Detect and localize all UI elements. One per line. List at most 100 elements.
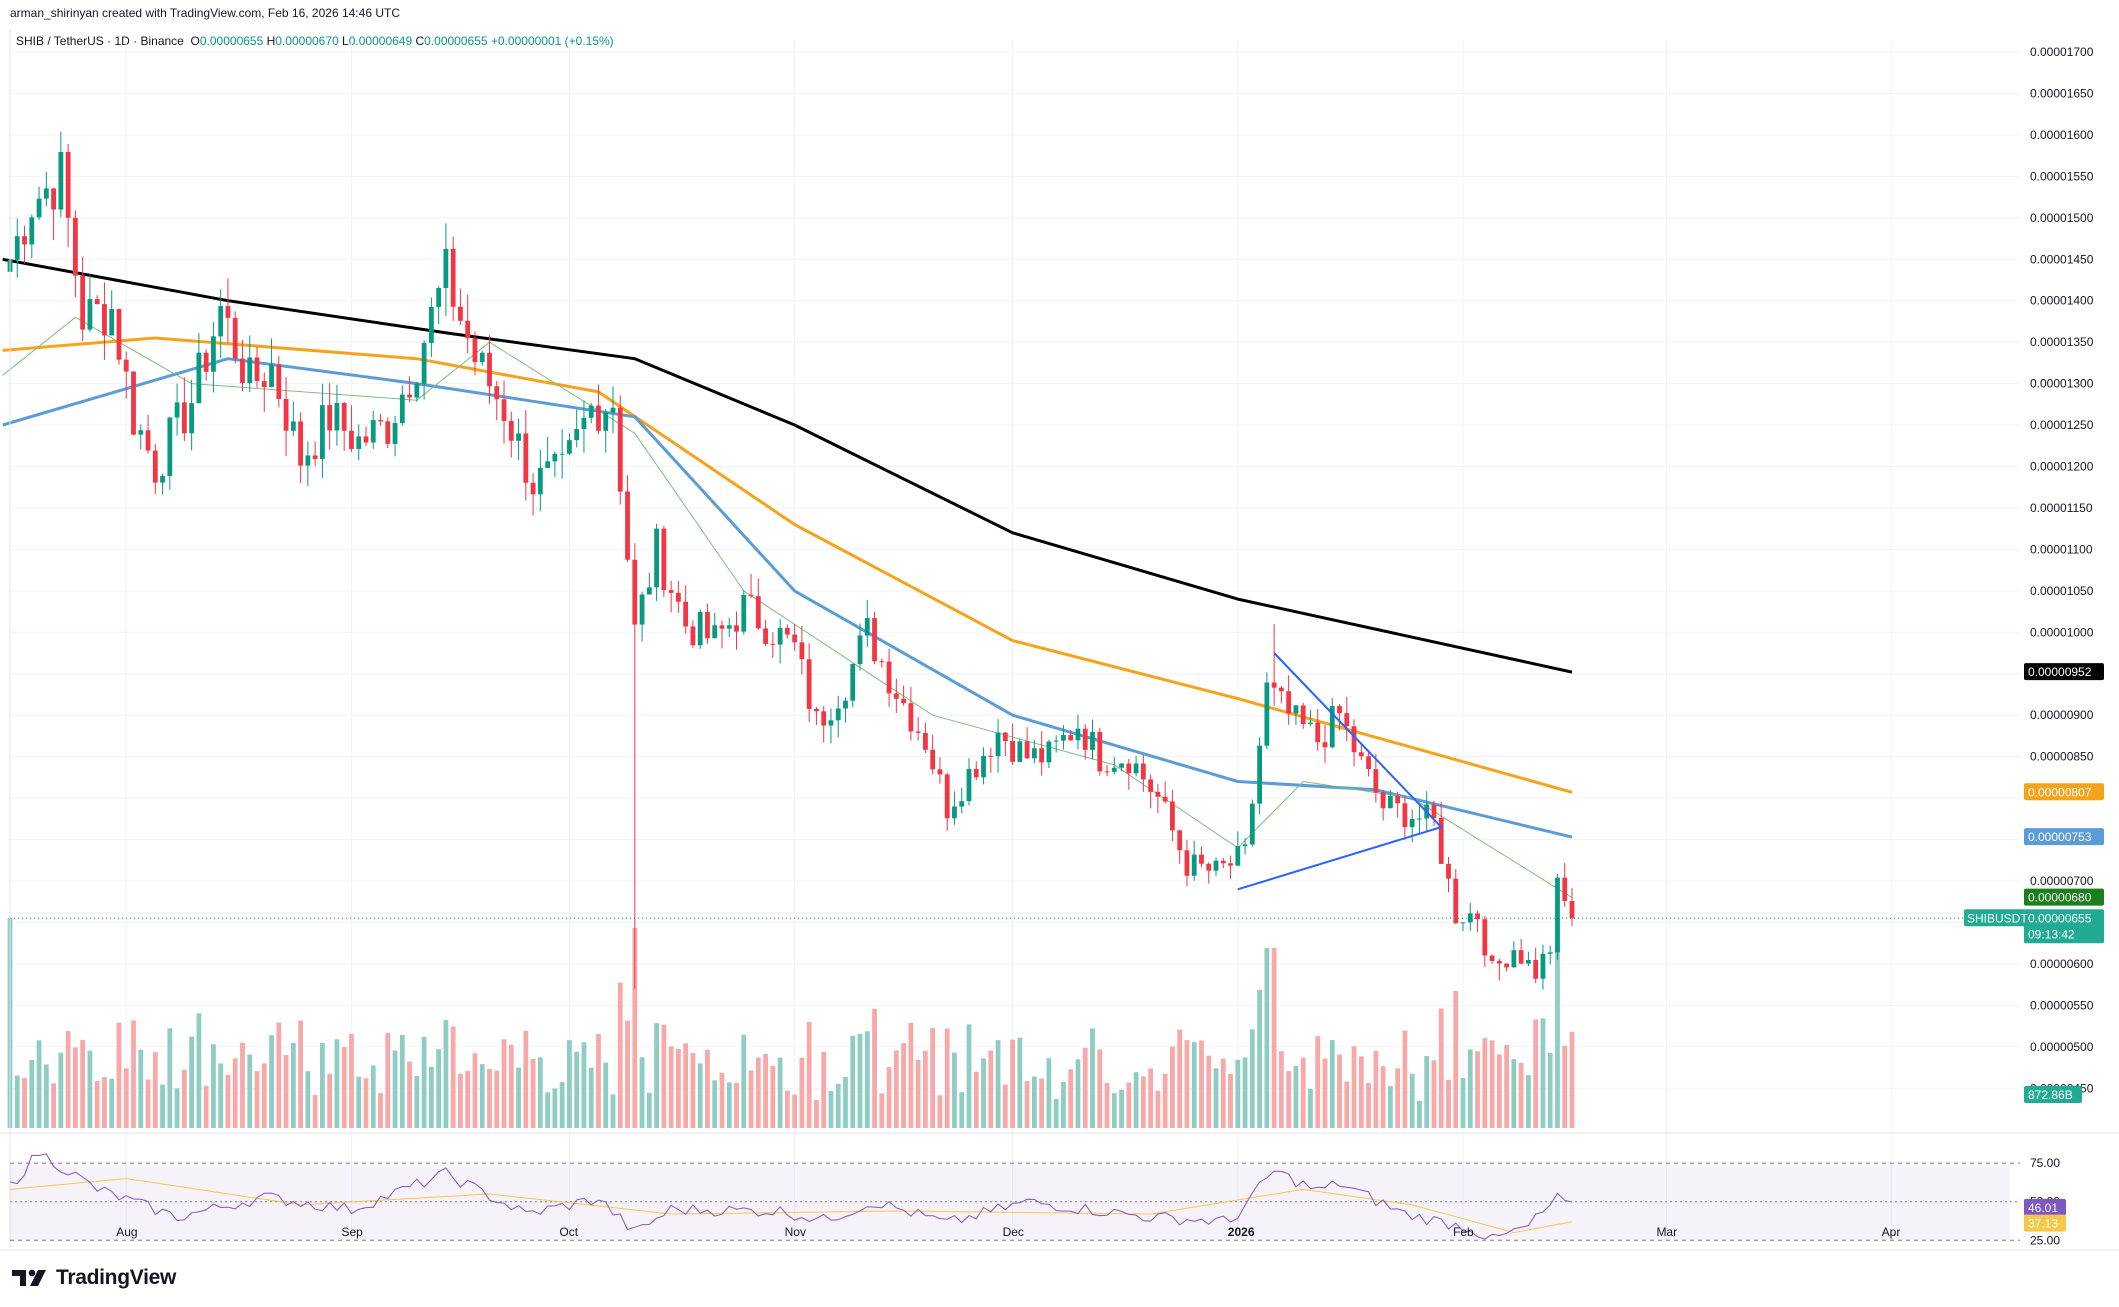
close-label: C	[415, 34, 425, 48]
candle-body	[1555, 877, 1560, 953]
candle-body	[625, 491, 630, 560]
candle-body	[741, 594, 747, 632]
ma20-line	[2, 316, 1573, 899]
price-tick: 0.00000900	[2030, 708, 2094, 722]
candle-body	[799, 642, 805, 660]
volume-bar	[719, 1072, 725, 1128]
candle-body	[1024, 741, 1030, 759]
candle-body	[174, 402, 180, 418]
volume-bar	[399, 1034, 405, 1128]
candle-body	[908, 703, 914, 732]
rsi-value-label: 46.01	[2028, 1201, 2058, 1215]
candle-body	[1533, 959, 1539, 979]
candle-body	[872, 618, 877, 662]
candle-body	[1518, 950, 1524, 964]
volume-bar	[1460, 1077, 1466, 1128]
volume-bar	[1540, 1018, 1546, 1128]
volume-bar	[65, 1031, 71, 1128]
volume-bar	[864, 1031, 870, 1128]
volume-bar	[886, 1066, 892, 1128]
volume-bar	[494, 1070, 500, 1128]
candle-body	[552, 453, 558, 462]
volume-bar	[1387, 1086, 1393, 1128]
candle-body	[1155, 791, 1161, 797]
price-tick: 0.00000500	[2030, 1040, 2094, 1054]
volume-bar	[1002, 1084, 1008, 1128]
candle-body	[1460, 922, 1466, 924]
candle-body	[80, 275, 86, 330]
volume-bar	[944, 1028, 950, 1128]
volume-bar	[857, 1033, 863, 1128]
volume-bar	[225, 1074, 231, 1128]
volume-bar	[1533, 1019, 1539, 1128]
volume-bar	[1097, 1049, 1103, 1128]
volume-bar	[1068, 1069, 1074, 1128]
candle-body	[22, 236, 27, 245]
candle-body	[1075, 728, 1081, 741]
volume-bar	[1177, 1029, 1183, 1128]
volume-bar	[254, 1071, 260, 1128]
volume-bar	[1061, 1081, 1066, 1128]
candle-body	[574, 429, 580, 441]
volume-bar	[1017, 1037, 1023, 1128]
candle-body	[443, 248, 449, 289]
volume-bar	[341, 1047, 347, 1128]
candle-body	[1387, 795, 1393, 809]
volume-bar	[1126, 1082, 1132, 1128]
volume-bar	[639, 1057, 645, 1128]
volume-bar	[952, 1052, 957, 1128]
candle-body	[559, 453, 565, 455]
candle-body	[516, 433, 521, 441]
rsi-line	[9, 1153, 1573, 1240]
candle-body	[1119, 763, 1124, 768]
volume-label-bg	[2024, 1086, 2082, 1103]
candle-body	[312, 455, 318, 460]
symbol-name[interactable]: SHIB / TetherUS · 1D · Binance	[16, 34, 184, 48]
candle-body	[167, 417, 173, 476]
volume-bar	[1170, 1046, 1175, 1128]
volume-bar	[726, 1082, 732, 1128]
volume-bar	[1358, 1056, 1364, 1128]
candle-body	[1199, 854, 1204, 864]
volume-bar	[1286, 1071, 1292, 1128]
volume-bar	[283, 1054, 289, 1128]
candle-body	[298, 421, 304, 466]
candle-body	[1337, 706, 1342, 714]
volume-bar	[370, 1065, 376, 1128]
candle-body	[617, 407, 623, 492]
price-tick: 0.00001150	[2030, 501, 2093, 515]
volume-bar	[1337, 1054, 1342, 1128]
candle-body	[501, 399, 507, 421]
volume-bar	[705, 1049, 710, 1128]
price-tick: 0.00000550	[2030, 998, 2094, 1012]
tradingview-logo[interactable]: TradingView	[12, 1266, 176, 1290]
volume-bar	[835, 1083, 841, 1128]
volume-bar	[1184, 1040, 1190, 1128]
volume-bar	[567, 1040, 572, 1128]
price-tick: 0.00000700	[2030, 874, 2094, 888]
candle-body	[632, 559, 638, 625]
volume-bar	[806, 1021, 812, 1128]
candle-body	[36, 198, 42, 218]
candle-body	[450, 248, 456, 307]
volume-bar	[428, 1066, 434, 1128]
volume-bar	[748, 1070, 754, 1128]
volume-bar	[131, 1020, 136, 1128]
candle-body	[915, 731, 921, 733]
volume-bar	[814, 1099, 819, 1128]
candle-body	[697, 611, 703, 646]
candle-body	[1053, 740, 1059, 742]
candle-body	[843, 700, 848, 709]
ticker-tag: SHIBUSDT	[1967, 911, 2028, 925]
volume-bar	[1496, 1054, 1502, 1128]
candle-body	[1082, 728, 1088, 750]
volume-bar	[777, 1057, 783, 1128]
volume-bar	[545, 1092, 551, 1128]
candle-body	[414, 383, 420, 398]
candle-body	[1206, 863, 1212, 871]
volume-bar	[1191, 1042, 1197, 1128]
volume-bar	[1300, 1057, 1306, 1128]
candle-body	[893, 693, 899, 699]
candle-body	[1366, 756, 1371, 770]
